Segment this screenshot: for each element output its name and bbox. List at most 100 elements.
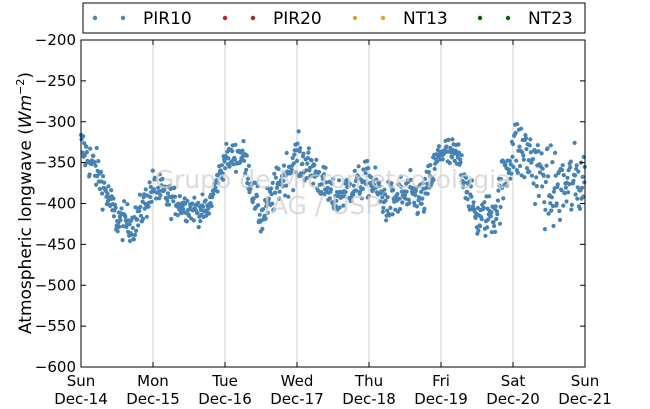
data-point-pir10	[575, 185, 580, 190]
data-point-pir10	[284, 150, 289, 156]
data-point-pir10	[576, 169, 581, 174]
data-point-pir10	[545, 146, 550, 151]
data-point-pir10	[281, 163, 287, 168]
data-point-pir10	[156, 189, 161, 194]
data-point-pir10	[463, 175, 469, 180]
data-point-pir10	[91, 153, 96, 159]
data-point-pir10	[284, 183, 289, 188]
data-point-pir10	[127, 222, 132, 227]
legend: PIR10 PIR20 NT13 NT23	[82, 2, 586, 34]
data-point-pir10	[515, 170, 521, 175]
data-point-pir10	[220, 177, 226, 182]
data-point-pir10	[265, 210, 270, 215]
data-point-pir10	[260, 226, 265, 231]
data-point-pir10	[220, 171, 225, 176]
data-point-pir10	[360, 186, 365, 191]
data-point-pir10	[495, 212, 500, 217]
y-axis-label-exponent: −2	[14, 79, 27, 95]
y-axis-label-unit: Wm	[16, 95, 36, 128]
data-point-pir10	[461, 184, 466, 190]
data-point-pir10	[425, 181, 430, 186]
data-point-pir10	[492, 223, 497, 229]
data-point-pir10	[334, 198, 339, 203]
data-point-pir10	[300, 161, 305, 166]
data-point-pir10	[478, 224, 483, 229]
data-point-pir10	[519, 126, 524, 131]
data-point-pir10	[117, 224, 122, 229]
data-point-pir10	[185, 198, 190, 203]
data-point-pir10	[298, 146, 303, 151]
data-point-pir10	[233, 142, 238, 147]
data-point-pir10	[565, 175, 570, 180]
data-point-pir10	[352, 168, 357, 173]
data-point-pir10	[465, 189, 470, 194]
data-point-pir10	[513, 130, 518, 135]
data-point-pir10	[84, 144, 89, 149]
data-point-pir10	[323, 165, 328, 170]
data-point-pir10	[256, 203, 261, 208]
data-point-pir10	[414, 185, 419, 190]
data-point-pir10	[573, 173, 578, 178]
data-point-pir10	[403, 196, 408, 201]
data-point-pir10	[535, 143, 540, 148]
x-tick-label-day: Wed	[281, 372, 314, 390]
data-point-pir10	[539, 151, 544, 156]
data-point-pir10	[243, 171, 248, 176]
data-point-pir10	[380, 195, 385, 200]
data-point-pir10	[101, 174, 106, 179]
data-point-pir10	[341, 203, 346, 208]
data-point-pir10	[111, 196, 116, 201]
data-point-pir10	[582, 180, 587, 185]
data-point-pir10	[363, 171, 368, 176]
y-tick-label: −350	[35, 154, 76, 172]
data-point-pir10	[456, 142, 461, 147]
data-point-pir10	[351, 192, 356, 197]
data-point-pir10	[560, 163, 565, 168]
data-point-pir10	[295, 141, 300, 146]
data-point-pir10	[354, 188, 359, 193]
data-point-pir10	[540, 184, 545, 189]
x-tick-label-date: Dec-16	[198, 390, 252, 408]
data-point-pir10	[248, 186, 253, 191]
data-point-pir10	[546, 174, 551, 179]
data-point-pir10	[359, 196, 364, 201]
data-point-pir10	[163, 184, 168, 189]
data-point-pir10	[219, 163, 224, 168]
data-point-pir10	[132, 232, 138, 237]
data-point-pir10	[115, 229, 120, 234]
data-point-pir10	[378, 199, 383, 204]
data-point-pir10	[328, 187, 334, 192]
data-point-pir10	[371, 178, 376, 184]
data-point-pir10	[568, 159, 573, 164]
data-point-pir10	[191, 218, 196, 223]
data-point-pir10	[561, 173, 566, 178]
data-point-pir10	[291, 188, 296, 193]
data-point-pir10	[510, 154, 515, 159]
y-axis-label-close: )	[16, 72, 36, 79]
data-point-pir10	[200, 192, 205, 197]
data-point-pir10	[198, 219, 203, 224]
data-point-pir10	[81, 134, 86, 139]
legend-box	[82, 2, 586, 34]
legend-marker-nt23	[477, 15, 483, 21]
data-point-pir10	[473, 215, 478, 220]
data-point-pir10	[571, 178, 576, 183]
data-point-pir10	[435, 159, 440, 164]
data-point-pir10	[148, 194, 153, 200]
legend-marker-pir20	[222, 15, 228, 21]
data-point-pir10	[550, 204, 556, 209]
data-point-pir10	[542, 200, 547, 205]
data-point-pir10	[413, 193, 418, 198]
data-point-pir10	[382, 192, 388, 197]
data-point-pir10	[255, 184, 260, 189]
data-point-pir10	[88, 146, 93, 151]
x-tick-label-date: Dec-15	[126, 390, 180, 408]
data-point-pir10	[128, 238, 133, 244]
data-point-pir10	[172, 185, 177, 190]
data-point-pir10	[436, 144, 442, 149]
data-point-pir10	[482, 200, 487, 205]
data-point-pir10	[166, 202, 172, 207]
data-point-pir10	[450, 137, 455, 142]
x-tick-label-date: Dec-17	[270, 390, 324, 408]
data-point-pir10	[324, 180, 329, 185]
